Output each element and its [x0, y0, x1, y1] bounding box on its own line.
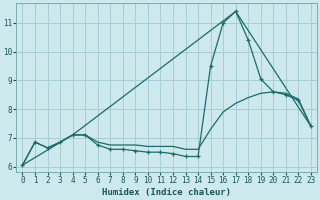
- X-axis label: Humidex (Indice chaleur): Humidex (Indice chaleur): [102, 188, 231, 197]
